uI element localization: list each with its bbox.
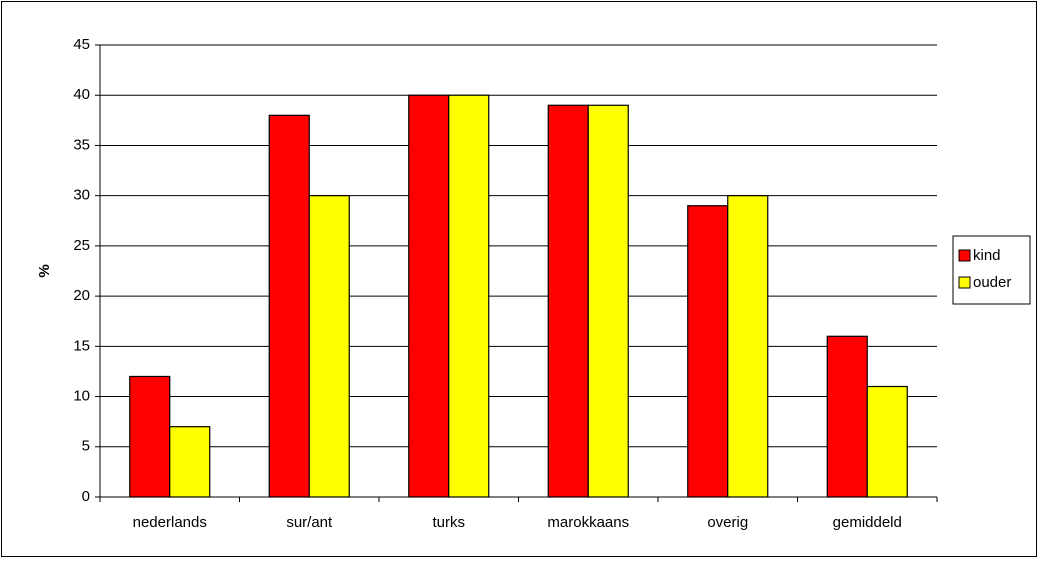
legend-swatch [958,249,971,262]
bar [547,104,589,498]
plot-area [100,45,937,497]
bar [448,94,490,498]
x-tick-label: turks [432,514,465,531]
x-tick-label: marokkaans [547,514,629,531]
x-tick-label: sur/ant [286,514,333,531]
y-tick-label: 0 [82,488,90,505]
y-tick-label: 35 [73,136,90,153]
bar [408,94,450,498]
y-tick-label: 20 [73,287,90,304]
y-tick-label: 15 [73,337,90,354]
x-tick-label: overig [707,514,748,531]
bar [866,385,908,498]
bar [308,195,350,498]
bar [268,114,310,498]
bar [727,195,769,498]
y-tick-label: 45 [73,36,90,53]
bar [826,335,868,498]
y-tick-label: 10 [73,388,90,405]
bar [687,205,729,498]
y-tick-label: 40 [73,86,90,103]
y-axis-label: % [36,264,53,277]
y-tick-label: 5 [82,438,90,455]
legend-box [952,235,1031,305]
legend-label: ouder [973,274,1011,291]
bar [129,375,171,498]
x-tick-label: gemiddeld [833,514,902,531]
legend-swatch [958,276,971,289]
bar [169,426,211,498]
x-tick-label: nederlands [133,514,207,531]
y-tick-label: 30 [73,187,90,204]
bar [587,104,629,498]
y-tick-label: 25 [73,237,90,254]
legend-label: kind [973,247,1001,264]
